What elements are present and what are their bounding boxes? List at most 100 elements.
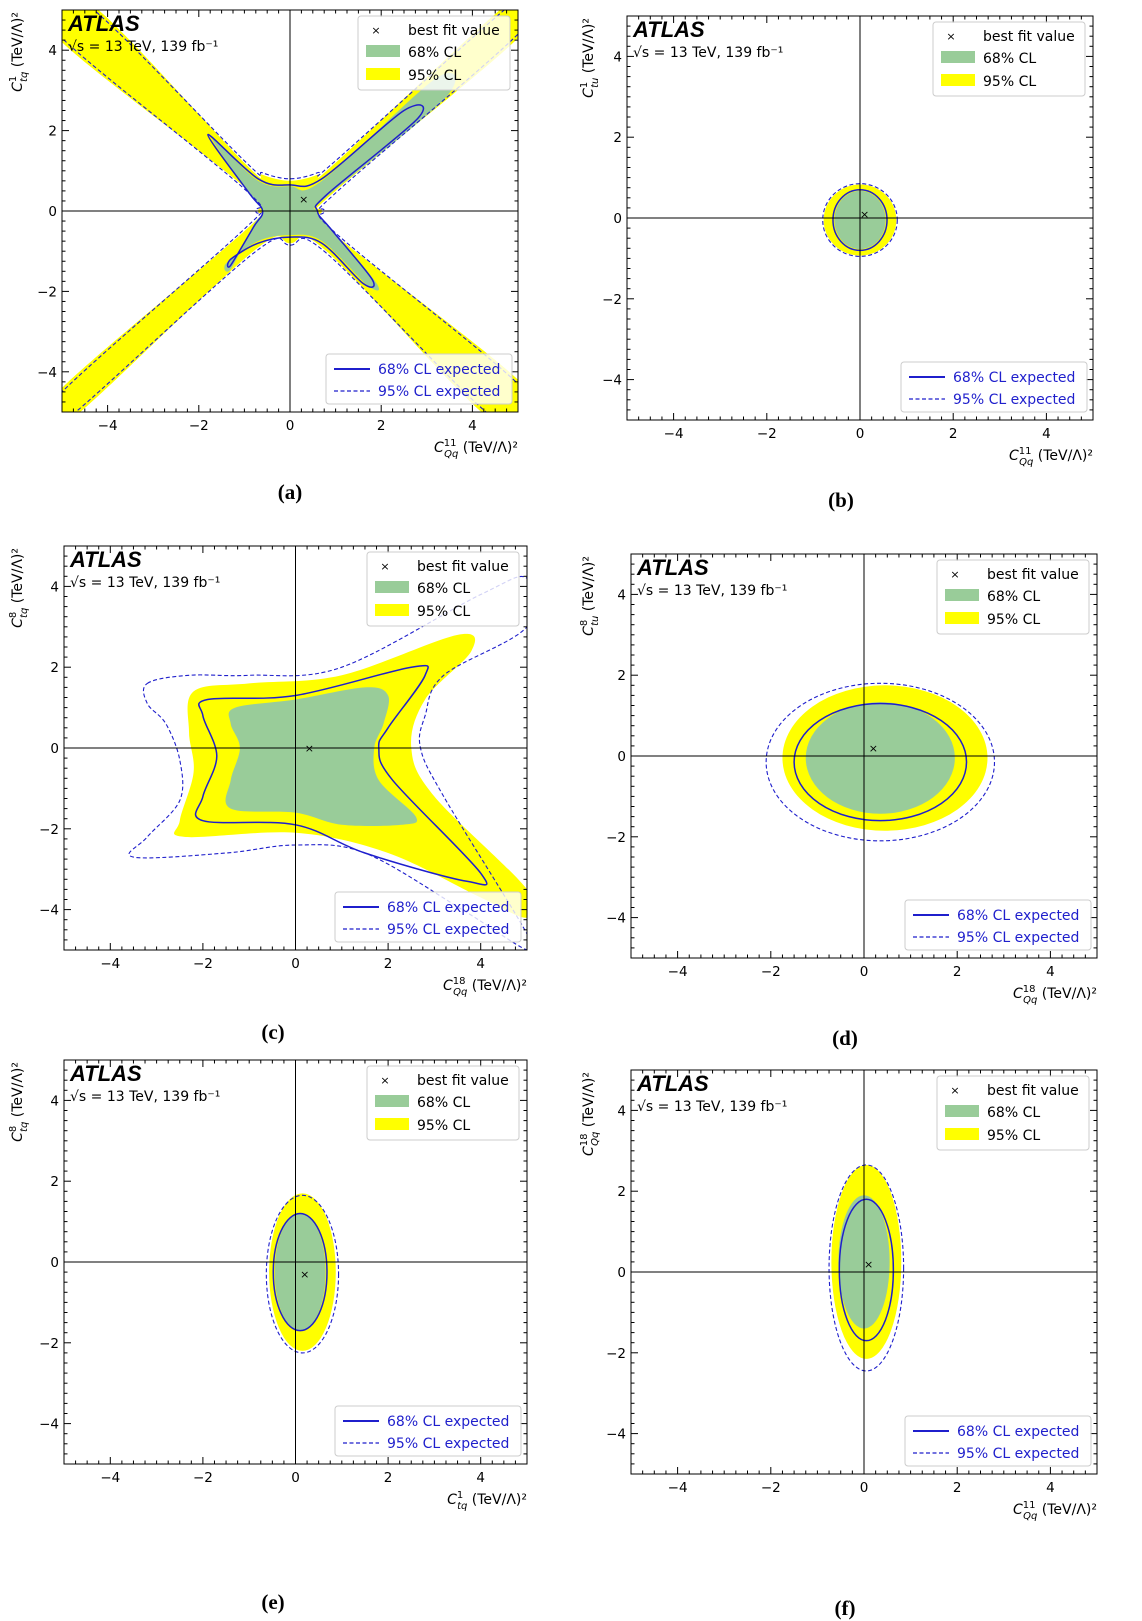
legend-bottom (325, 353, 513, 405)
expected-95-contour (62, 10, 518, 412)
best-fit-marker: × (299, 193, 308, 206)
x-tick-label: −4 (668, 964, 688, 980)
y-tick-label: −4 (606, 911, 626, 927)
caption-e: (e) (261, 1590, 285, 1614)
x-axis-label: C11 Qq (TeV/Λ)² (1013, 1500, 1097, 1522)
y-tick-label: 0 (613, 211, 622, 227)
expected-68-contour (272, 1212, 328, 1332)
y-tick-label: −2 (606, 1346, 626, 1362)
x-tick-label: −4 (100, 956, 120, 972)
cl68-region (274, 1213, 326, 1331)
legend-exp68-label: 68% CL expected (387, 1414, 509, 1430)
best-fit-marker: × (300, 1268, 309, 1281)
best-fit-marker: × (860, 208, 869, 221)
y-axis-label: C18Qq (TeV/Λ)² (579, 1072, 601, 1156)
caption-c: (c) (261, 1020, 285, 1044)
y-tick-label: −2 (602, 292, 622, 308)
legend-exp68-label: 68% CL expected (953, 370, 1075, 386)
y-tick-label: −4 (39, 1417, 59, 1433)
y-tick-label: −4 (602, 373, 622, 389)
x-tick-label: −2 (761, 964, 781, 980)
y-tick-label: 4 (617, 1103, 626, 1119)
x-tick-label: 0 (860, 964, 869, 980)
plot-area-b (627, 16, 1093, 420)
x-tick-label: 0 (286, 418, 295, 434)
legend-cl95-label: 95% CL (987, 1128, 1040, 1144)
y-axis-label: C8tq (TeV/Λ)² (8, 1062, 30, 1142)
x-axis-label: C18 Qq (TeV/Λ)² (1013, 984, 1097, 1006)
plot-area-f (631, 1070, 1097, 1474)
y-tick-label: −2 (37, 284, 57, 300)
experiment-label: ATLAS (69, 1061, 142, 1086)
y-tick-label: 2 (50, 660, 59, 676)
cl68-region (805, 702, 955, 814)
expected-68-contour (838, 1198, 895, 1342)
legend-cl95-label: 95% CL (408, 68, 461, 84)
caption-a: (a) (277, 480, 303, 504)
x-tick-label: 2 (384, 956, 393, 972)
legend-best-fit-marker: × (380, 1074, 389, 1087)
x-tick-label: 2 (384, 1470, 393, 1486)
legend-exp68-label: 68% CL expected (957, 1424, 1079, 1440)
expected-68-contour (194, 664, 488, 886)
x-tick-label: 4 (476, 956, 485, 972)
legend-bottom (334, 1405, 522, 1457)
legend-cl68-label: 68% CL (983, 51, 1036, 67)
x-tick-label: 4 (1046, 964, 1055, 980)
cl68-region (212, 72, 456, 291)
legend-best-fit-marker: × (946, 30, 955, 43)
chart-panel-a: × −4 −2 0 2 4 −4 −2 0 2 4 C11 Qq (TeV/Λ)² C1tq (TeV/Λ… (8, 9, 519, 460)
experiment-label: ATLAS (67, 11, 140, 36)
legend-exp95-label: 95% CL expected (957, 1446, 1079, 1462)
experiment-label: ATLAS (636, 1071, 709, 1096)
y-tick-label: −4 (37, 365, 57, 381)
x-tick-label: −2 (761, 1480, 781, 1496)
x-axis-label: C1 tq (TeV/Λ)² (447, 1490, 527, 1512)
legend-best-fit-label: best fit value (417, 559, 509, 575)
legend-cl68-label: 68% CL (987, 589, 1040, 605)
y-tick-label: 4 (617, 587, 626, 603)
y-tick-label: 2 (48, 124, 57, 140)
energy-label: √s = 13 TeV, 139 fb⁻¹ (637, 1099, 787, 1115)
x-tick-label: 0 (856, 426, 865, 442)
legend-best-fit-label: best fit value (408, 23, 500, 39)
best-fit-marker: × (864, 1258, 873, 1271)
x-tick-label: 0 (291, 1470, 300, 1486)
chart-panel-f: × −4 −2 0 2 4 −4 −2 0 2 4 C11 Qq (TeV/Λ)² C18Qq (TeV/… (579, 1069, 1098, 1522)
y-tick-label: 4 (48, 43, 57, 59)
x-tick-label: −2 (757, 426, 777, 442)
legend-best-fit-label: best fit value (987, 567, 1079, 583)
legend-cl95-swatch (945, 1128, 979, 1140)
legend-cl95-label: 95% CL (417, 604, 470, 620)
legend-cl68-label: 68% CL (408, 45, 461, 61)
x-tick-label: 4 (468, 418, 477, 434)
energy-label: √s = 13 TeV, 139 fb⁻¹ (68, 39, 218, 55)
caption-f: (f) (834, 1596, 856, 1620)
y-tick-label: 0 (48, 204, 57, 220)
x-tick-label: 4 (1042, 426, 1051, 442)
legend-exp68-label: 68% CL expected (387, 900, 509, 916)
legend-bottom (334, 891, 522, 943)
expected-68-contour (207, 104, 425, 288)
y-tick-label: 2 (613, 130, 622, 146)
x-tick-label: 2 (377, 418, 386, 434)
energy-label: √s = 13 TeV, 139 fb⁻¹ (633, 45, 783, 61)
x-tick-label: 2 (949, 426, 958, 442)
legend-exp95-label: 95% CL expected (378, 384, 500, 400)
x-tick-label: −2 (189, 418, 209, 434)
x-tick-label: −4 (100, 1470, 120, 1486)
y-tick-label: 2 (617, 668, 626, 684)
legend-best-fit-label: best fit value (417, 1073, 509, 1089)
x-tick-label: 0 (860, 1480, 869, 1496)
energy-label: √s = 13 TeV, 139 fb⁻¹ (70, 575, 220, 591)
legend-best-fit-marker: × (380, 560, 389, 573)
legend-exp68-label: 68% CL expected (957, 908, 1079, 924)
y-tick-label: 4 (50, 1093, 59, 1109)
y-axis-label: C8tq (TeV/Λ)² (8, 548, 30, 628)
x-axis-label: C18 Qq (TeV/Λ)² (443, 976, 527, 998)
y-tick-label: 0 (617, 1265, 626, 1281)
plot-area-e (64, 1060, 527, 1464)
energy-label: √s = 13 TeV, 139 fb⁻¹ (70, 1089, 220, 1105)
y-axis-label: C1tu (TeV/Λ)² (579, 18, 601, 98)
y-tick-label: 2 (50, 1174, 59, 1190)
